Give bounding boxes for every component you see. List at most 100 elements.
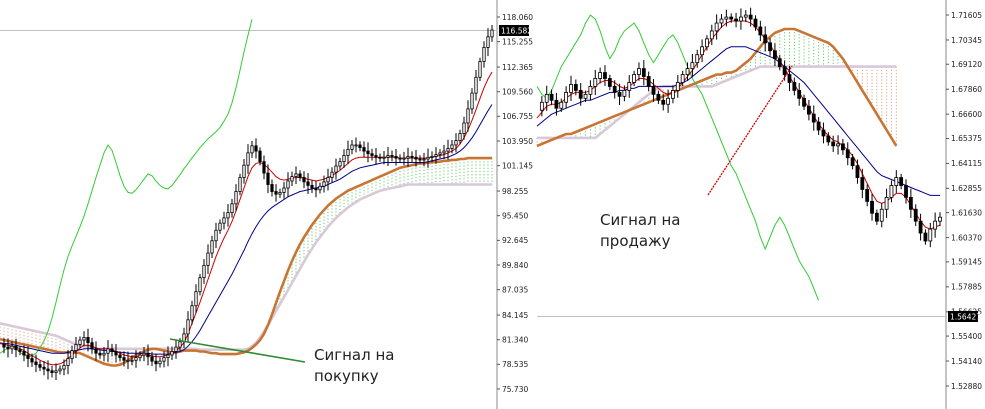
left-axis-tick-label: 98.255 [502, 187, 528, 196]
right-candle-body [913, 208, 918, 222]
left-candle-body [234, 191, 238, 205]
right-candle-body [724, 16, 729, 20]
right-candle-body [860, 177, 865, 190]
right-candle-body [904, 185, 908, 198]
right-candle-body [797, 89, 802, 99]
left-senkou-span-a [0, 156, 492, 367]
right-senkou-span-a [536, 27, 898, 148]
right-candle-body [773, 50, 777, 60]
right-senkou-span-b [537, 65, 897, 140]
right-candle-body [661, 99, 666, 105]
left-candle-body [226, 212, 230, 219]
right-candle-body [938, 216, 942, 222]
left-axis-tick-label: 81.340 [502, 335, 528, 344]
right-candle-body [714, 22, 719, 32]
left-candle-body [342, 155, 346, 163]
left-candle-body [230, 203, 234, 214]
left-candle-body [166, 354, 170, 359]
left-candle-body [42, 366, 46, 370]
right-tenkan-sen [536, 20, 941, 230]
left-candle-body [458, 133, 462, 141]
right-candle-body [845, 149, 850, 159]
left-candle-body [242, 164, 246, 178]
right-candle-body [641, 68, 646, 77]
left-candle-body [434, 154, 438, 157]
right-candle-body [840, 143, 845, 151]
right-candle-body [918, 220, 923, 234]
left-axis-tick-label: 106.755 [502, 112, 533, 121]
right-current-price-tag: 1.56427 [948, 311, 981, 322]
left-candle-body [18, 349, 22, 352]
left-candle-body [158, 360, 162, 365]
buy-signal-label-line-1: Сигнал на [314, 346, 394, 364]
left-candle-body [398, 157, 402, 160]
left-candle-body [290, 176, 294, 182]
right-candle-body [855, 165, 860, 178]
right-axis-tick-label: 1.64115 [951, 159, 982, 168]
left-candle-body [450, 144, 454, 149]
left-axis-tick-label: 101.145 [502, 161, 533, 170]
left-candle-body [142, 352, 146, 356]
left-candle-body [262, 161, 266, 174]
left-candle-body [206, 252, 210, 266]
right-candle-body [792, 82, 797, 91]
right-axis-tick-label: 1.59145 [951, 258, 982, 267]
right-axis-tick-label: 1.57885 [951, 283, 982, 292]
left-candle-body [14, 345, 18, 351]
left-candle-body [270, 184, 274, 192]
right-kijun-sen [536, 46, 940, 196]
right-candle-body [671, 89, 675, 99]
right-candle-body [583, 93, 588, 99]
left-candle-body [254, 145, 258, 152]
right-candle-body [569, 84, 573, 93]
right-candle-body [928, 228, 933, 242]
right-candle-body [923, 232, 928, 242]
left-axis-tick-label: 118.060 [502, 13, 533, 22]
right-axis-tick-label: 1.67860 [951, 85, 982, 94]
right-candle-body [850, 157, 855, 167]
left-candle-body [30, 358, 34, 363]
left-candle-body [34, 361, 38, 366]
left-candle-body [202, 264, 206, 279]
left-candle-body [302, 177, 306, 183]
sell-signal-arrow [707, 65, 793, 196]
left-candle-body [94, 348, 98, 354]
right-candle-body [573, 84, 578, 91]
right-axis-tick-label: 1.55400 [951, 332, 982, 341]
right-candle-body [564, 91, 569, 103]
left-candle-body [178, 341, 182, 348]
left-candle-body [190, 305, 194, 321]
left-ichimoku-chart: 118.060 115.255 112.365 109.560 106.755 103.9… [0, 0, 533, 409]
right-candle-body [787, 74, 792, 83]
left-candle-body [326, 177, 330, 183]
right-axis-tick-label: 1.65375 [951, 134, 982, 143]
right-candle-body [894, 177, 899, 186]
buy-signal-arrow [169, 338, 306, 363]
left-axis-tick-label: 95.450 [502, 211, 528, 220]
left-candle-body [370, 153, 374, 156]
right-candle-body [598, 72, 603, 79]
right-candle-body [719, 18, 724, 24]
left-candle-body [310, 184, 314, 189]
right-axis-tick-label: 1.71605 [951, 11, 982, 20]
left-candle-body [210, 240, 214, 254]
left-candle-body [306, 181, 310, 186]
left-candle-body [470, 92, 474, 110]
left-candle-body [126, 359, 130, 362]
right-candle-body [695, 54, 700, 64]
left-candle-body [130, 359, 134, 362]
left-axis-tick-label: 109.560 [502, 87, 533, 96]
left-candle-body [150, 356, 154, 362]
left-candle-body [86, 337, 90, 344]
left-kumo-cloud [0, 156, 493, 367]
left-candle-body [2, 344, 6, 348]
left-indicator-lines [0, 19, 493, 366]
left-candle-body [90, 342, 94, 350]
sell-signal-label-line-2: продажу [600, 232, 671, 250]
left-candle-body [106, 348, 110, 354]
left-candle-body [442, 150, 446, 154]
left-candle-body [406, 155, 410, 159]
right-candle-body [777, 58, 782, 68]
left-axis-tick-label: 112.365 [502, 63, 533, 72]
left-candle-body [194, 291, 198, 307]
